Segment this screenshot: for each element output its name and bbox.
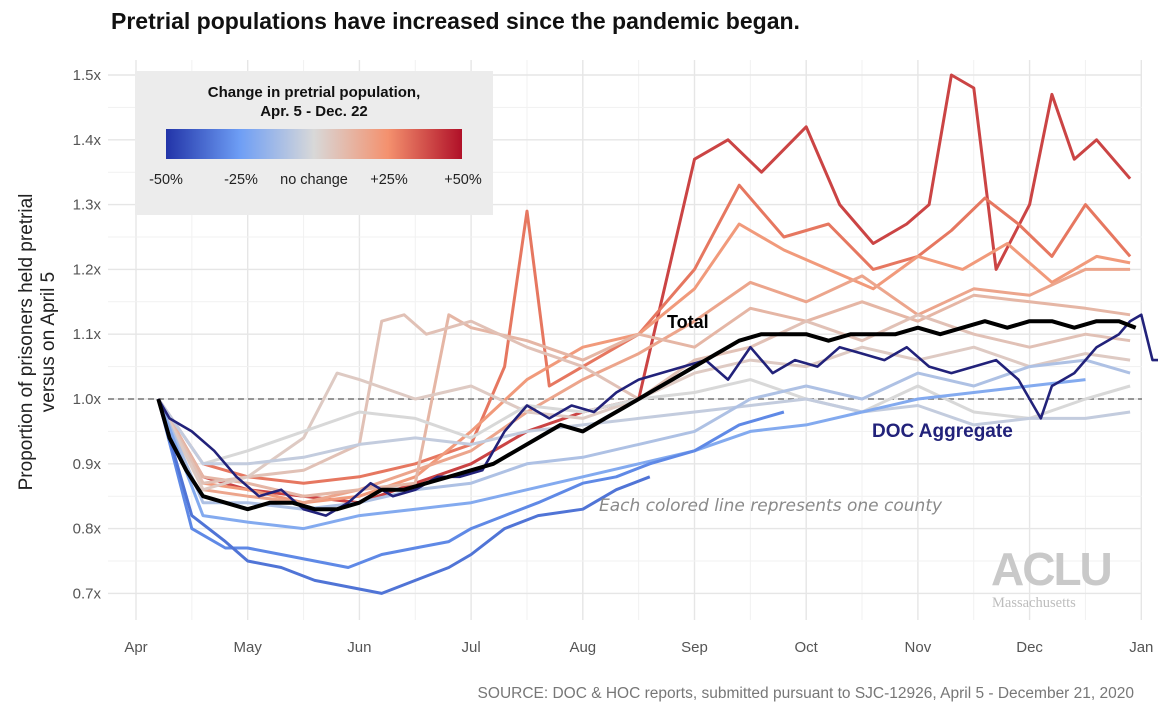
legend-title-line2: Apr. 5 - Dec. 22 (260, 103, 368, 120)
legend-title: Change in pretrial population, Apr. 5 - … (135, 83, 493, 121)
county-line (156, 398, 651, 595)
county-line (156, 267, 1131, 505)
x-tick-label: Nov (905, 639, 932, 656)
y-tick-label: 0.8x (73, 521, 102, 538)
county-line (157, 183, 1132, 485)
aclu-logo: ACLU Massachusetts (990, 542, 1120, 612)
logo-text: ACLU (991, 543, 1113, 595)
y-tick-label: 0.7x (73, 585, 102, 602)
x-tick-label: May (234, 639, 263, 656)
legend-color-bar (166, 129, 462, 159)
doc-aggregate-label: DOC Aggregate (872, 421, 1013, 442)
county-line (156, 398, 785, 569)
county-line (156, 222, 1131, 505)
x-tick-label: Oct (795, 639, 819, 656)
x-tick-label: Jun (347, 639, 371, 656)
county-lines (156, 73, 1132, 595)
x-tick-label: Sep (681, 639, 708, 656)
legend-tick-plus25: +25% (370, 172, 408, 188)
legend-tick-minus50: -50% (149, 172, 183, 188)
x-tick-label: Jan (1129, 639, 1153, 656)
color-legend: Change in pretrial population, Apr. 5 - … (135, 71, 493, 215)
legend-tick-no-change: no change (280, 172, 348, 188)
county-line (156, 378, 1086, 531)
chart-title: Pretrial populations have increased sinc… (111, 8, 800, 34)
y-tick-label: 1.2x (73, 261, 102, 278)
y-tick-label: 1.1x (73, 326, 102, 343)
county-line (156, 313, 1131, 485)
x-tick-label: Dec (1016, 639, 1043, 656)
total-line (156, 319, 1137, 512)
y-axis-label-line1: Proportion of prisoners held pretrial (16, 194, 37, 491)
legend-title-line1: Change in pretrial population, (207, 84, 421, 101)
y-tick-label: 1.5x (73, 67, 102, 84)
logo-subtext: Massachusetts (992, 595, 1076, 611)
legend-tick-minus25: -25% (224, 172, 258, 188)
county-note: Each colored line represents one county (599, 496, 943, 516)
legend-tick-plus50: +50% (444, 172, 482, 188)
source-note: SOURCE: DOC & HOC reports, submitted pur… (477, 685, 1134, 702)
y-axis-label-line2: versus on April 5 (38, 272, 59, 412)
x-tick-label: Apr (124, 639, 147, 656)
x-tick-label: Aug (569, 639, 596, 656)
county-line (157, 397, 1131, 466)
axis-tick-labels: Apr May Jun Jul Aug Sep Oct Nov Dec Jan 0.7x 0.8x 0.… (73, 67, 1154, 656)
y-tick-label: 1.0x (73, 391, 102, 408)
highlight-lines (156, 313, 1158, 517)
county-line (156, 293, 1131, 498)
y-tick-label: 0.9x (73, 456, 102, 473)
county-line (156, 345, 1131, 492)
x-tick-label: Jul (462, 639, 481, 656)
y-tick-label: 1.4x (73, 132, 102, 149)
y-tick-label: 1.3x (73, 197, 102, 214)
total-label: Total (667, 312, 709, 332)
